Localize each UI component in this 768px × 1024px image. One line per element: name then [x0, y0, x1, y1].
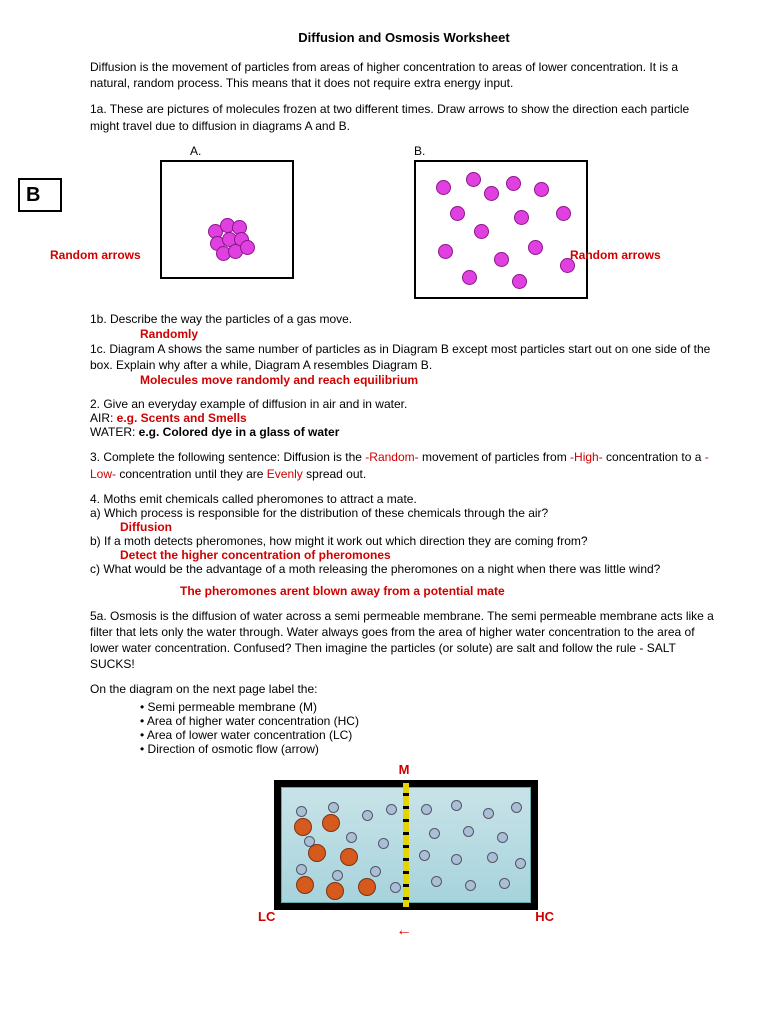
osmosis-diagram: M LC HC ←	[254, 766, 554, 926]
diagram-b-label: B.	[414, 144, 425, 158]
q1b-text: 1b. Describe the way the particles of a …	[90, 311, 718, 327]
particle-dot	[506, 176, 521, 191]
q1a-text: 1a. These are pictures of molecules froz…	[90, 101, 718, 133]
section-b-marker: B	[18, 178, 62, 212]
a4a-text: Diffusion	[120, 520, 718, 534]
q2-text: 2. Give an everyday example of diffusion…	[90, 397, 718, 411]
a1b-text: Randomly	[140, 327, 718, 341]
q4c-text: c) What would be the advantage of a moth…	[90, 562, 718, 576]
q5a-text: 5a. Osmosis is the diffusion of water ac…	[90, 608, 718, 673]
particle-dot	[512, 274, 527, 289]
label-hc: HC	[535, 909, 554, 924]
particle-dot	[462, 270, 477, 285]
a4b-text: Detect the higher concentration of phero…	[120, 548, 718, 562]
particle-dot	[466, 172, 481, 187]
particle-dot	[556, 206, 571, 221]
label-lc: LC	[258, 909, 275, 924]
bullet-item: Direction of osmotic flow (arrow)	[140, 742, 718, 756]
particle-dot	[534, 182, 549, 197]
bullet-item: Area of higher water concentration (HC)	[140, 714, 718, 728]
label-m: M	[399, 762, 410, 777]
bullet-item: Area of lower water concentration (LC)	[140, 728, 718, 742]
q1c-text: 1c. Diagram A shows the same number of p…	[90, 341, 718, 373]
q2-air: AIR: e.g. Scents and Smells	[90, 411, 718, 425]
random-arrows-left: Random arrows	[50, 248, 141, 262]
bullet-list: Semi permeable membrane (M)Area of highe…	[140, 700, 718, 756]
particle-dot	[528, 240, 543, 255]
a4c-text: The pheromones arent blown away from a p…	[180, 584, 718, 598]
particle-dot	[450, 206, 465, 221]
q4-text: 4. Moths emit chemicals called pheromone…	[90, 492, 718, 506]
q2-water: WATER: e.g. Colored dye in a glass of wa…	[90, 425, 718, 439]
particle-dot	[494, 252, 509, 267]
q4a-text: a) Which process is responsible for the …	[90, 506, 718, 520]
q5-label-intro: On the diagram on the next page label th…	[90, 682, 718, 696]
diagram-a-label: A.	[190, 144, 201, 158]
particle-dot	[438, 244, 453, 259]
particle-dot	[474, 224, 489, 239]
particle-dot	[240, 240, 255, 255]
random-arrows-right: Random arrows	[570, 248, 661, 262]
particle-dot	[484, 186, 499, 201]
q3-text: 3. Complete the following sentence: Diff…	[90, 449, 718, 481]
diagram-a-box	[160, 160, 294, 279]
diagram-b-box	[414, 160, 588, 299]
bullet-item: Semi permeable membrane (M)	[140, 700, 718, 714]
membrane	[403, 783, 409, 907]
a1c-text: Molecules move randomly and reach equili…	[140, 373, 718, 387]
worksheet-title: Diffusion and Osmosis Worksheet	[90, 30, 718, 45]
q4b-text: b) If a moth detects pheromones, how mig…	[90, 534, 718, 548]
particle-dot	[514, 210, 529, 225]
label-arrow: ←	[396, 922, 412, 940]
intro-text: Diffusion is the movement of particles f…	[90, 59, 718, 91]
diagram-row: Random arrows A. B. Random arrows	[90, 144, 718, 299]
particle-dot	[436, 180, 451, 195]
